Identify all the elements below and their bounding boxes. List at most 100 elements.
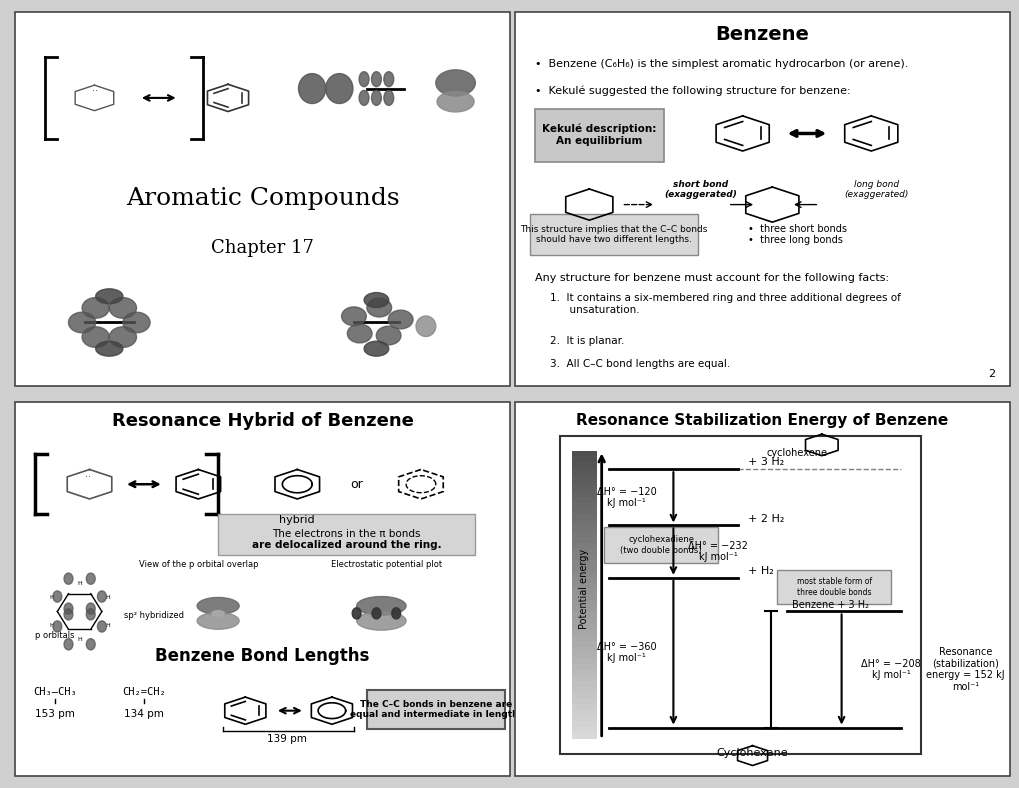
Polygon shape	[572, 462, 596, 468]
Ellipse shape	[341, 307, 366, 325]
Ellipse shape	[383, 72, 393, 87]
Text: 134 pm: 134 pm	[124, 709, 164, 719]
Text: cyclohexene: cyclohexene	[766, 448, 826, 458]
Ellipse shape	[197, 612, 238, 630]
Polygon shape	[572, 508, 596, 514]
Text: 139 pm: 139 pm	[267, 734, 307, 745]
Ellipse shape	[82, 298, 109, 318]
Polygon shape	[572, 526, 596, 531]
Text: Resonance Hybrid of Benzene: Resonance Hybrid of Benzene	[112, 411, 413, 429]
Polygon shape	[572, 485, 596, 491]
Polygon shape	[572, 646, 596, 652]
Polygon shape	[572, 578, 596, 583]
Ellipse shape	[383, 91, 393, 106]
Polygon shape	[572, 566, 596, 571]
FancyBboxPatch shape	[218, 515, 475, 556]
Text: short bond
(exaggerated): short bond (exaggerated)	[663, 180, 737, 199]
Text: H: H	[77, 581, 82, 586]
Ellipse shape	[68, 312, 96, 333]
Text: ΔH° = −120
kJ mol⁻¹: ΔH° = −120 kJ mol⁻¹	[596, 486, 655, 508]
Ellipse shape	[53, 621, 62, 632]
Text: Electrostatic potential plot: Electrostatic potential plot	[330, 560, 441, 569]
Text: H: H	[105, 595, 110, 600]
Polygon shape	[572, 479, 596, 485]
Polygon shape	[572, 520, 596, 526]
Polygon shape	[572, 722, 596, 727]
Text: CH₂=CH₂: CH₂=CH₂	[122, 687, 166, 697]
Text: View of the p orbital overlap: View of the p orbital overlap	[139, 560, 258, 569]
Ellipse shape	[416, 316, 435, 336]
Text: long bond
(exaggerated): long bond (exaggerated)	[843, 180, 908, 199]
Text: + 2 H₂: + 2 H₂	[747, 514, 784, 523]
Ellipse shape	[122, 312, 150, 333]
FancyBboxPatch shape	[776, 571, 891, 604]
Polygon shape	[572, 474, 596, 479]
Ellipse shape	[364, 341, 388, 356]
Ellipse shape	[109, 298, 137, 318]
Polygon shape	[572, 583, 596, 589]
Polygon shape	[572, 663, 596, 670]
Polygon shape	[572, 681, 596, 687]
Ellipse shape	[87, 573, 95, 585]
Text: ΔH° = −208
kJ mol⁻¹: ΔH° = −208 kJ mol⁻¹	[860, 659, 920, 680]
Text: ΔH° = −360
kJ mol⁻¹: ΔH° = −360 kJ mol⁻¹	[596, 642, 655, 663]
Text: H: H	[77, 637, 82, 642]
Polygon shape	[572, 456, 596, 462]
Text: Kekulé description:
An equilibrium: Kekulé description: An equilibrium	[541, 124, 656, 146]
FancyBboxPatch shape	[559, 436, 920, 753]
FancyBboxPatch shape	[530, 214, 697, 255]
Polygon shape	[572, 537, 596, 543]
Ellipse shape	[82, 327, 109, 348]
Ellipse shape	[299, 73, 325, 103]
Ellipse shape	[367, 298, 391, 317]
Text: CH₃–CH₃: CH₃–CH₃	[33, 687, 76, 697]
Text: The electrons in the π bonds: The electrons in the π bonds	[272, 529, 421, 539]
Polygon shape	[572, 451, 596, 456]
Text: The C–C bonds in benzene are
equal and intermediate in length.: The C–C bonds in benzene are equal and i…	[350, 700, 522, 719]
Text: H: H	[105, 623, 110, 628]
Polygon shape	[572, 641, 596, 646]
Polygon shape	[572, 623, 596, 630]
Polygon shape	[572, 571, 596, 578]
Polygon shape	[572, 693, 596, 698]
Polygon shape	[572, 704, 596, 710]
Polygon shape	[572, 548, 596, 554]
Ellipse shape	[64, 638, 73, 650]
Ellipse shape	[359, 72, 369, 87]
Ellipse shape	[87, 638, 95, 650]
Polygon shape	[572, 600, 596, 606]
Text: are delocalized around the ring.: are delocalized around the ring.	[252, 541, 441, 550]
Text: Chapter 17: Chapter 17	[211, 239, 314, 257]
FancyBboxPatch shape	[534, 110, 662, 162]
Text: most stable form of
three double bonds: most stable form of three double bonds	[796, 578, 871, 597]
FancyBboxPatch shape	[15, 12, 510, 386]
Polygon shape	[572, 595, 596, 600]
Polygon shape	[572, 710, 596, 716]
Ellipse shape	[364, 292, 388, 307]
Ellipse shape	[435, 70, 475, 96]
Ellipse shape	[325, 73, 353, 103]
Text: Resonance Stabilization Energy of Benzene: Resonance Stabilization Energy of Benzen…	[576, 413, 948, 428]
Text: ··: ··	[92, 86, 98, 96]
Ellipse shape	[212, 611, 224, 616]
FancyBboxPatch shape	[515, 402, 1009, 776]
Text: p orbitals: p orbitals	[35, 631, 74, 641]
Ellipse shape	[96, 341, 122, 356]
Text: sp² hybridized: sp² hybridized	[124, 611, 184, 619]
Polygon shape	[572, 503, 596, 508]
Text: Benzene: Benzene	[714, 24, 809, 44]
Text: cyclohexadiene
(two double bonds): cyclohexadiene (two double bonds)	[620, 535, 701, 555]
Polygon shape	[572, 687, 596, 693]
Polygon shape	[572, 733, 596, 739]
Polygon shape	[572, 612, 596, 618]
Text: + H₂: + H₂	[747, 566, 772, 576]
Polygon shape	[572, 652, 596, 658]
Text: 3.  All C–C bond lengths are equal.: 3. All C–C bond lengths are equal.	[549, 359, 730, 369]
Text: hybrid: hybrid	[279, 515, 315, 525]
Ellipse shape	[98, 591, 106, 602]
Ellipse shape	[197, 597, 238, 615]
Ellipse shape	[372, 608, 380, 619]
FancyBboxPatch shape	[603, 527, 717, 563]
Text: H: H	[49, 595, 54, 600]
Ellipse shape	[347, 324, 372, 343]
